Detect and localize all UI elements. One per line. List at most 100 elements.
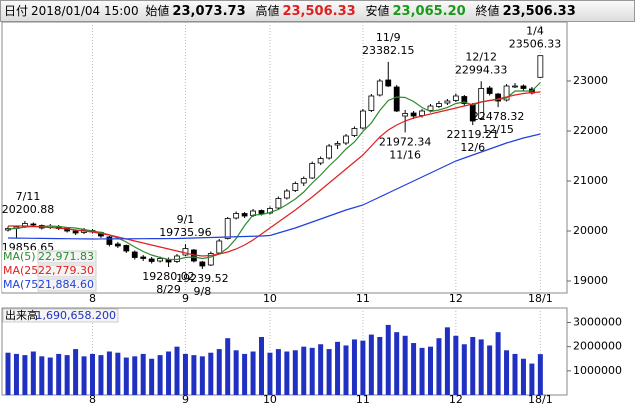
x-tick-label: 10 [263, 292, 277, 305]
volume-bar [487, 345, 493, 395]
annotation-value: 20200.88 [2, 203, 55, 216]
legend-name: MA(25) [3, 264, 43, 277]
annotation-value: 23506.33 [509, 38, 562, 51]
candle-body [343, 135, 349, 144]
candle-body [140, 256, 147, 259]
annotation-date: 8/29 [156, 283, 181, 296]
volume-bar [309, 347, 315, 395]
volume-bar [368, 334, 374, 395]
value: 23,506.33 [502, 4, 576, 19]
candle-body [182, 248, 189, 256]
candle-body [410, 112, 417, 117]
candle-body [334, 143, 341, 146]
volume-bar [149, 358, 155, 395]
volume-bar [292, 350, 298, 395]
volume-bar [98, 355, 104, 395]
candle-body [30, 223, 37, 226]
annotation-value: 22478.32 [472, 110, 525, 123]
volume-bar [182, 353, 188, 395]
candle-body [351, 128, 358, 136]
volume-bar [411, 343, 417, 395]
volume-bar [444, 327, 450, 395]
ma-line [7, 82, 541, 261]
volume-bar [199, 356, 205, 395]
label: 始値 [145, 4, 170, 18]
legend-value: 22,779.30 [38, 264, 94, 277]
candle-body [216, 240, 223, 254]
volume-bar [90, 353, 95, 395]
volume-bar [529, 363, 535, 395]
volume-bar [301, 346, 307, 395]
candle-body [326, 145, 333, 159]
ma-line [8, 91, 541, 257]
label: 日付 [4, 4, 29, 18]
candle-body [275, 198, 282, 209]
annotation-date: 9/1 [177, 213, 195, 226]
x-tick-label: 11 [356, 393, 370, 404]
legend-value: 21,884.60 [38, 278, 94, 291]
legend-value-box [37, 250, 97, 264]
volume-bar [225, 338, 231, 395]
volume-bar [478, 339, 484, 395]
annotation-value: 21972.34 [379, 135, 432, 148]
candle-body [452, 95, 459, 101]
x-tick-label: 8 [89, 292, 96, 305]
volume-bar [174, 346, 180, 395]
candle-body [419, 110, 425, 116]
candle-body [207, 253, 214, 266]
y-tick-label: 20000 [573, 224, 608, 237]
candle-body [537, 55, 544, 78]
x-tick-label: 11 [356, 292, 370, 305]
x-tick-label: 9 [182, 292, 189, 305]
value: 2018/01/04 15:00 [31, 4, 139, 18]
candle-body [258, 210, 265, 214]
volume-bar [512, 353, 518, 395]
volume-bar [360, 340, 366, 395]
candle-body [309, 163, 316, 179]
volume-bar [537, 354, 543, 395]
volume-title: 出来高 [5, 308, 38, 322]
candle-body [486, 87, 493, 94]
legend: MA(5) 22,971.83MA(25)22,779.30MA(75)21,88… [2, 250, 97, 292]
candle-body [385, 79, 392, 87]
label: 終値 [475, 4, 500, 18]
x-tick-label: 8 [89, 393, 96, 404]
volume-bar [64, 355, 70, 395]
volume-bar [259, 337, 264, 395]
value: 23,065.20 [392, 4, 466, 19]
y-tick-label: 2000000 [573, 340, 622, 353]
volume-bar [47, 357, 53, 395]
candle-body [292, 183, 299, 191]
annotation-value: 19239.52 [176, 272, 229, 285]
volume-bar [39, 356, 45, 395]
label: 安値 [365, 4, 390, 18]
volume-bar [166, 351, 172, 395]
volume-bar [419, 347, 425, 395]
x-tick-label: 18/1 [528, 292, 553, 305]
annotation-date: 1/4 [526, 25, 544, 38]
volume-bar [22, 355, 28, 395]
candle-body [283, 190, 290, 199]
x-tick-label: 10 [263, 393, 277, 404]
volume-bar [385, 324, 391, 395]
annotation-date: 12/12 [465, 50, 497, 63]
value: 23,506.33 [282, 4, 356, 19]
volume-bar [13, 353, 19, 395]
legend-value-box [37, 278, 97, 292]
candle-body [300, 178, 307, 184]
volume-bar [284, 351, 290, 395]
candle-body [393, 86, 400, 112]
candle-body [368, 95, 375, 111]
volume-bar [428, 346, 433, 395]
y-tick-label: 22000 [573, 124, 608, 137]
volume-bar [470, 337, 476, 395]
volume-bar [106, 351, 112, 395]
volume-bar [335, 341, 341, 395]
volume-bar [157, 355, 163, 395]
volume-bar [402, 335, 408, 395]
volume-bar [115, 352, 121, 395]
annotation-value: 22119.21 [447, 128, 500, 141]
candle-body [512, 85, 518, 88]
candle-body [148, 258, 155, 262]
volume-bar [275, 349, 281, 395]
